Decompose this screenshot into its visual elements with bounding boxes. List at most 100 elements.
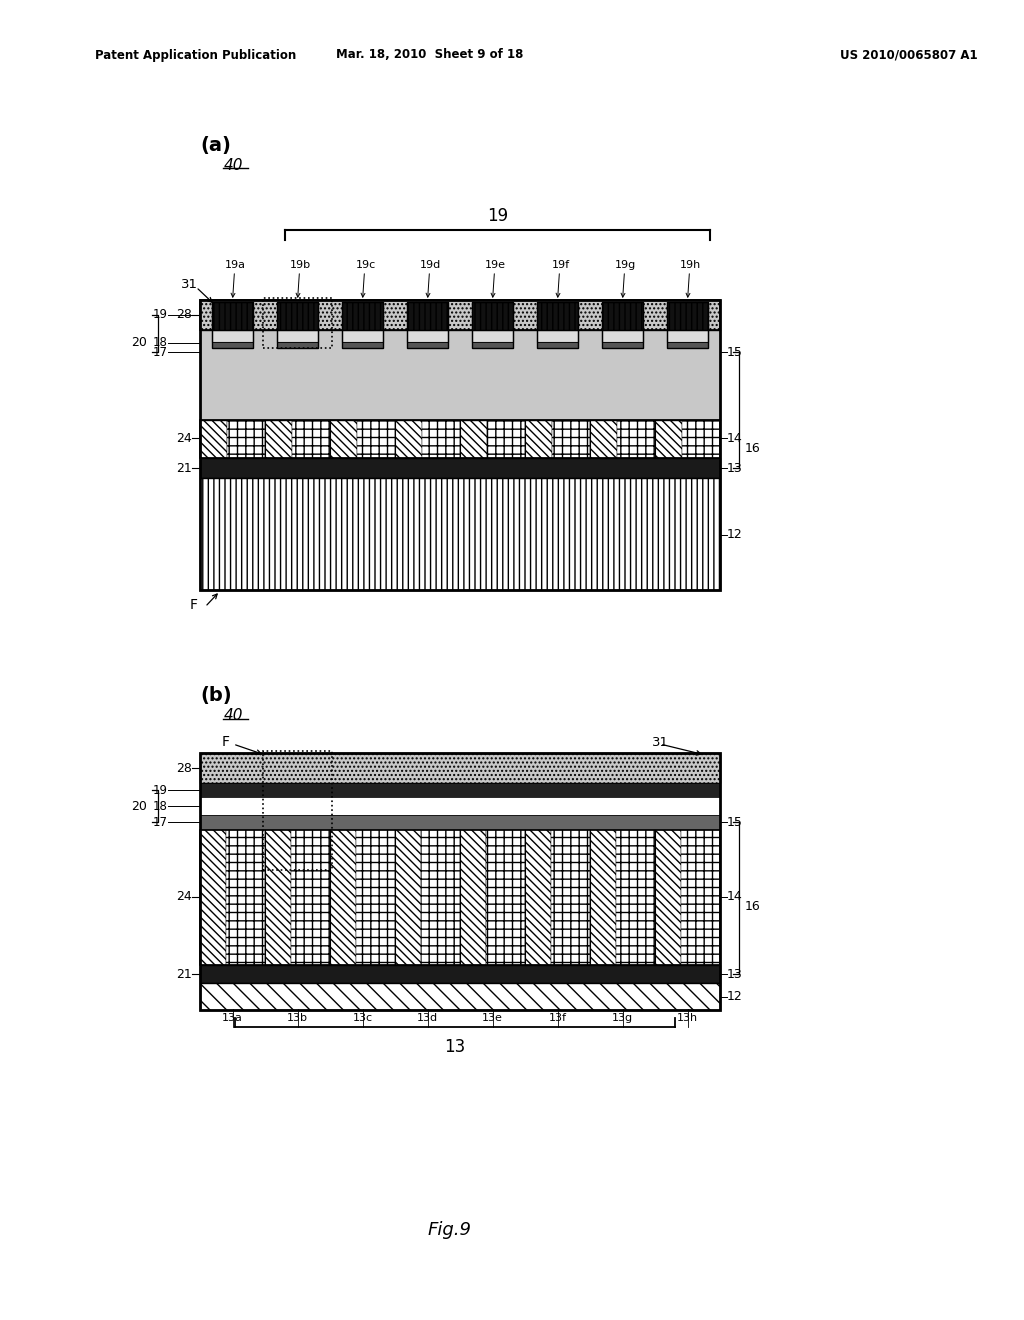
Text: 19g: 19g — [614, 260, 636, 271]
Text: 19h: 19h — [680, 260, 701, 271]
Text: 21: 21 — [176, 462, 193, 474]
Bar — [590, 830, 616, 965]
Text: 13: 13 — [727, 462, 742, 474]
Text: 13c: 13c — [352, 1012, 373, 1023]
Bar — [265, 830, 291, 965]
Bar — [330, 420, 357, 458]
Bar — [602, 302, 643, 330]
Bar — [342, 330, 383, 342]
Bar — [538, 342, 578, 348]
Text: 19e: 19e — [485, 260, 506, 271]
Text: 13g: 13g — [612, 1012, 633, 1023]
Bar — [590, 420, 617, 458]
Bar — [278, 342, 317, 348]
Bar — [200, 783, 720, 797]
Bar — [200, 478, 720, 590]
Bar — [200, 983, 720, 1010]
Bar — [538, 302, 578, 330]
Bar — [278, 302, 317, 348]
Bar — [357, 420, 395, 458]
Text: US 2010/0065807 A1: US 2010/0065807 A1 — [840, 49, 978, 62]
Bar — [602, 302, 643, 348]
Bar — [408, 330, 447, 342]
Text: 40: 40 — [224, 157, 244, 173]
Text: 13: 13 — [444, 1038, 466, 1056]
Bar — [263, 751, 332, 870]
Bar — [655, 830, 681, 965]
Bar — [200, 752, 720, 1010]
Bar — [200, 965, 720, 983]
Bar — [226, 830, 265, 965]
Text: 18: 18 — [154, 337, 168, 350]
Text: 20: 20 — [131, 800, 147, 813]
Bar — [342, 302, 383, 348]
Bar — [408, 302, 447, 330]
Bar — [460, 420, 487, 458]
Bar — [668, 302, 708, 348]
Bar — [200, 830, 226, 965]
Bar — [278, 302, 317, 330]
Text: 13d: 13d — [417, 1012, 438, 1023]
Bar — [408, 342, 447, 348]
Bar — [602, 342, 643, 348]
Bar — [551, 830, 590, 965]
Text: F: F — [190, 598, 198, 612]
Bar — [472, 302, 513, 348]
Text: 12: 12 — [727, 528, 742, 541]
Bar — [212, 302, 253, 330]
Bar — [265, 420, 292, 458]
Bar — [681, 830, 720, 965]
Bar — [200, 300, 720, 590]
Bar — [617, 420, 655, 458]
Text: 19b: 19b — [290, 260, 311, 271]
Text: 20: 20 — [131, 337, 147, 350]
Bar — [200, 458, 720, 478]
Text: 17: 17 — [153, 346, 168, 359]
Bar — [682, 420, 720, 458]
Bar — [668, 342, 708, 348]
Text: 19d: 19d — [420, 260, 441, 271]
Text: 24: 24 — [176, 891, 193, 903]
Text: 18: 18 — [154, 800, 168, 813]
Text: F: F — [222, 735, 230, 748]
Text: 28: 28 — [176, 309, 193, 322]
Bar — [552, 420, 590, 458]
Bar — [525, 830, 551, 965]
Bar — [291, 830, 330, 965]
Bar — [212, 342, 253, 348]
Text: 13h: 13h — [677, 1012, 698, 1023]
Bar — [356, 830, 395, 965]
Bar — [200, 330, 720, 420]
Text: 19: 19 — [153, 784, 168, 796]
Bar — [487, 420, 525, 458]
Bar — [655, 420, 682, 458]
Text: 13: 13 — [727, 968, 742, 981]
Text: 19a: 19a — [225, 260, 246, 271]
Text: 13f: 13f — [549, 1012, 566, 1023]
Text: 14: 14 — [727, 891, 742, 903]
Bar — [616, 830, 655, 965]
Bar — [342, 302, 383, 330]
Bar — [263, 298, 332, 348]
Text: Mar. 18, 2010  Sheet 9 of 18: Mar. 18, 2010 Sheet 9 of 18 — [336, 49, 523, 62]
Bar — [421, 830, 460, 965]
Text: Patent Application Publication: Patent Application Publication — [95, 49, 296, 62]
Text: 31: 31 — [652, 735, 669, 748]
Bar — [602, 330, 643, 342]
Text: (a): (a) — [200, 136, 230, 154]
Text: 19: 19 — [487, 207, 508, 224]
Bar — [472, 302, 513, 330]
Bar — [472, 342, 513, 348]
Bar — [200, 420, 720, 458]
Bar — [227, 420, 265, 458]
Text: 40: 40 — [224, 709, 244, 723]
Bar — [200, 797, 720, 814]
Text: 15: 15 — [727, 816, 742, 829]
Bar — [212, 330, 253, 342]
Text: 16: 16 — [745, 441, 761, 454]
Bar — [538, 330, 578, 342]
Text: 15: 15 — [727, 346, 742, 359]
Text: 13e: 13e — [482, 1012, 503, 1023]
Bar — [212, 302, 253, 348]
Text: 16: 16 — [745, 900, 761, 913]
